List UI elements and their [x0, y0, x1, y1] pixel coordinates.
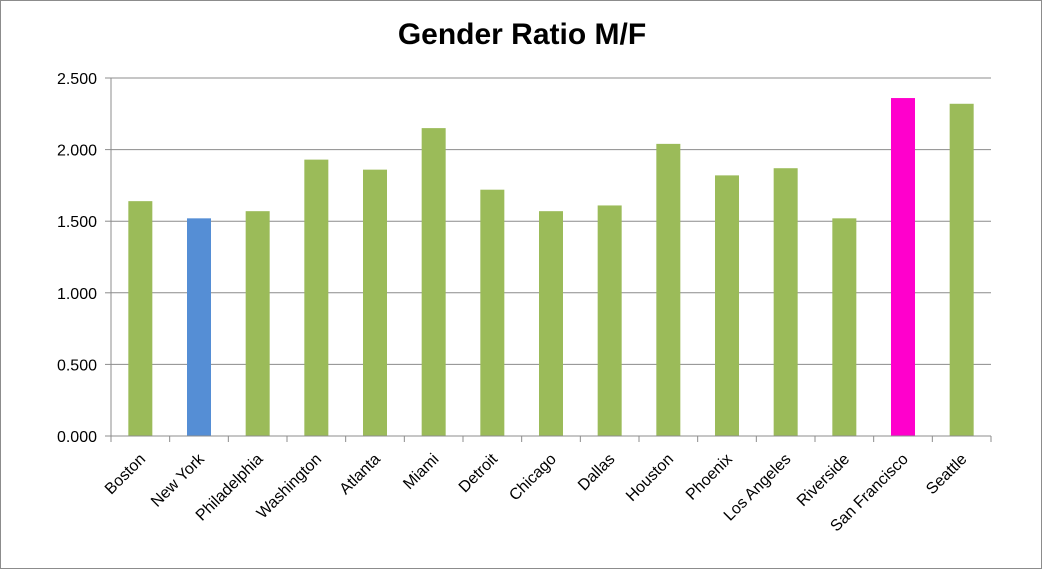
x-tick-label: New York	[148, 450, 209, 511]
bar-phoenix	[715, 175, 739, 436]
bar-seattle	[949, 103, 974, 436]
bar-houston	[656, 143, 681, 436]
x-tick-label: Dallas	[575, 451, 618, 494]
bar-detroit	[480, 189, 505, 436]
x-tick-label: Miami	[400, 451, 442, 493]
bar-miami	[421, 128, 446, 436]
y-tick-label: 2.000	[57, 143, 97, 160]
x-tick-label: Chicago	[506, 451, 560, 505]
x-tick-label: Riverside	[794, 451, 853, 510]
bar-san-francisco	[891, 98, 915, 436]
x-tick-label: Detroit	[456, 450, 502, 496]
y-tick-label: 0.000	[57, 429, 97, 446]
x-tick-label: Houston	[623, 451, 677, 505]
y-tick-label: 2.500	[57, 71, 97, 88]
bar-los-angeles	[773, 168, 798, 436]
bars	[128, 98, 974, 436]
y-tick-label: 1.500	[57, 214, 97, 231]
bar-washington	[304, 159, 329, 436]
bar-new-york	[187, 218, 211, 436]
bar-chicago	[539, 211, 563, 436]
x-tick-label: Phoenix	[683, 451, 736, 504]
y-tick-label: 0.500	[57, 357, 97, 374]
y-axis-ticks: 0.000 0.500 1.000 1.500 2.000 2.500	[57, 71, 111, 446]
bar-philadelphia	[245, 211, 270, 436]
bar-riverside	[832, 218, 857, 436]
x-tick-label: Seattle	[923, 451, 970, 498]
bar-dallas	[597, 205, 622, 436]
bar-atlanta	[363, 169, 387, 436]
x-tick-label: Boston	[102, 451, 149, 498]
x-tick-label: Atlanta	[337, 451, 384, 498]
bar-boston	[128, 201, 153, 436]
y-tick-label: 1.000	[57, 286, 97, 303]
chart-title: Gender Ratio M/F	[398, 18, 646, 51]
